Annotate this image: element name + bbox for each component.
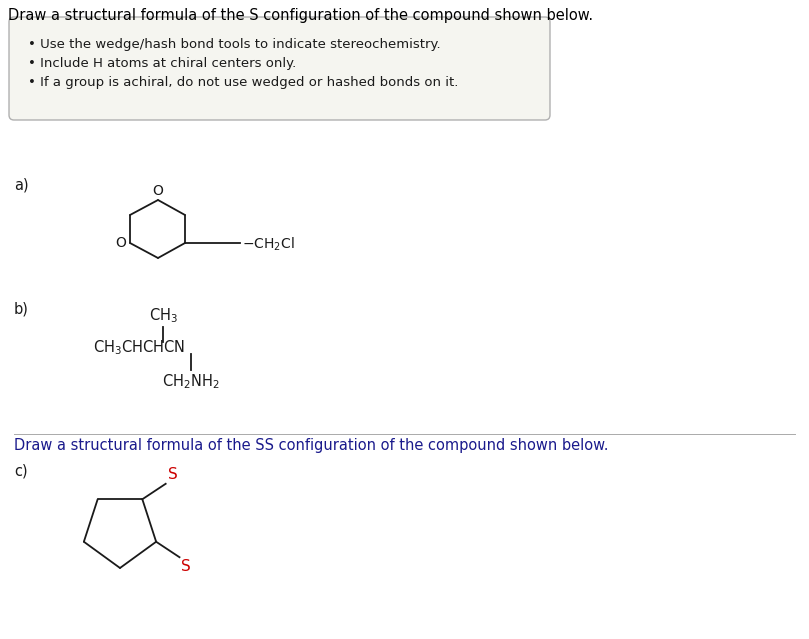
Text: • Include H atoms at chiral centers only.: • Include H atoms at chiral centers only… — [28, 57, 296, 70]
Text: $\mathregular{CH_3CHCHCN}$: $\mathregular{CH_3CHCHCN}$ — [93, 339, 185, 357]
Text: S: S — [181, 559, 191, 574]
Text: c): c) — [14, 463, 28, 478]
Text: Draw a structural formula of the S configuration of the compound shown below.: Draw a structural formula of the S confi… — [8, 8, 593, 23]
Text: $\mathregular{-CH_2Cl}$: $\mathregular{-CH_2Cl}$ — [242, 235, 294, 252]
Text: a): a) — [14, 178, 28, 193]
Text: b): b) — [14, 302, 29, 317]
Text: S: S — [167, 466, 177, 482]
Text: Draw a structural formula of the SS configuration of the compound shown below.: Draw a structural formula of the SS conf… — [14, 438, 608, 453]
Text: • Use the wedge/hash bond tools to indicate stereochemistry.: • Use the wedge/hash bond tools to indic… — [28, 38, 441, 51]
Text: O: O — [153, 184, 163, 198]
Text: • If a group is achiral, do not use wedged or hashed bonds on it.: • If a group is achiral, do not use wedg… — [28, 76, 459, 89]
FancyBboxPatch shape — [9, 17, 550, 120]
Text: O: O — [115, 236, 126, 250]
Text: $\mathregular{CH_2NH_2}$: $\mathregular{CH_2NH_2}$ — [162, 372, 220, 390]
Text: $\mathregular{CH_3}$: $\mathregular{CH_3}$ — [149, 306, 177, 325]
